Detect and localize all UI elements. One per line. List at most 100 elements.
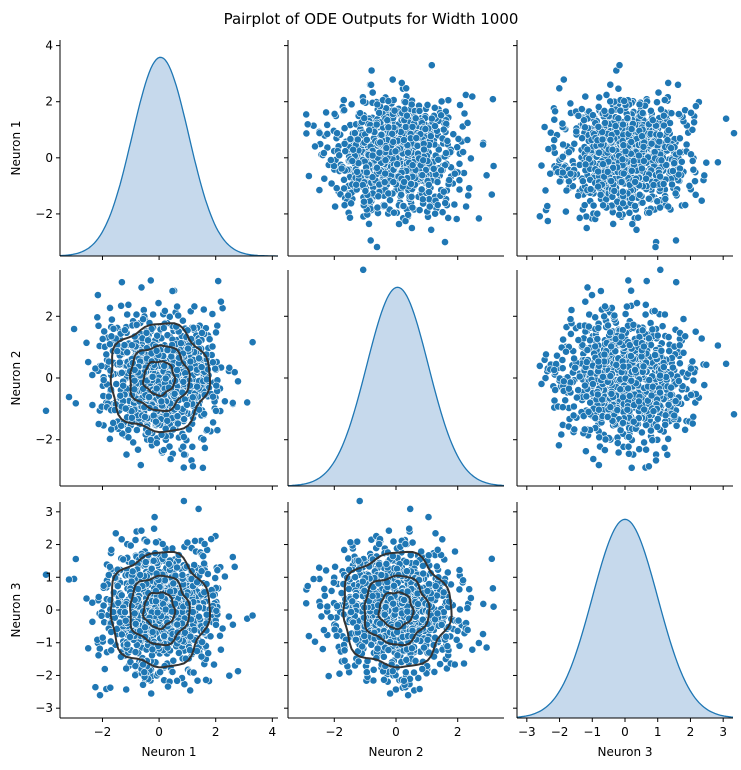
data-point — [418, 171, 427, 180]
data-point — [194, 504, 203, 513]
data-point — [404, 210, 412, 219]
data-point — [151, 417, 160, 426]
data-point — [656, 130, 664, 139]
data-point — [596, 190, 605, 199]
data-point — [94, 420, 103, 428]
data-point — [535, 361, 544, 370]
data-point — [697, 334, 706, 343]
data-point — [248, 338, 257, 347]
data-point — [108, 315, 116, 324]
data-point — [581, 92, 590, 101]
data-point — [714, 158, 722, 167]
data-point — [607, 389, 616, 398]
data-point — [566, 169, 575, 178]
data-point — [610, 186, 619, 195]
data-point — [681, 425, 689, 434]
data-point — [593, 209, 602, 218]
data-point — [620, 97, 629, 105]
data-point — [650, 306, 659, 315]
data-point — [362, 168, 371, 177]
data-point — [647, 426, 655, 435]
data-point — [84, 358, 93, 366]
data-point — [583, 145, 592, 154]
data-point — [347, 199, 355, 208]
data-point — [400, 177, 408, 186]
data-point — [642, 174, 650, 183]
data-point — [188, 462, 197, 471]
data-point — [667, 144, 675, 152]
data-point — [198, 328, 206, 337]
data-point — [656, 388, 664, 397]
data-point — [182, 400, 191, 409]
data-point — [42, 406, 50, 415]
data-point — [580, 425, 589, 434]
data-point — [603, 412, 612, 421]
data-point — [642, 445, 650, 454]
data-point — [404, 148, 412, 157]
data-point — [431, 209, 439, 218]
data-point — [339, 96, 348, 104]
data-point — [627, 286, 635, 295]
data-point — [639, 142, 648, 151]
data-point — [559, 140, 567, 149]
data-point — [624, 442, 633, 451]
data-point — [625, 341, 634, 350]
data-point — [202, 676, 210, 684]
panel-neuron-1-vs-neuron-2 — [284, 40, 504, 274]
data-point — [173, 419, 182, 428]
data-point — [431, 122, 439, 130]
data-point — [197, 363, 206, 371]
data-point — [389, 178, 398, 186]
data-point — [461, 91, 470, 99]
data-point — [65, 575, 73, 584]
data-point — [91, 683, 100, 692]
data-point — [131, 671, 140, 680]
data-point — [645, 334, 653, 343]
data-point — [586, 369, 595, 377]
data-point — [359, 265, 368, 274]
data-point — [656, 172, 664, 181]
data-point — [168, 287, 177, 295]
data-point — [179, 497, 188, 505]
data-point — [132, 310, 141, 319]
data-point — [546, 169, 555, 178]
data-point — [535, 212, 544, 221]
data-point — [304, 172, 313, 180]
data-point — [562, 347, 570, 356]
data-point — [100, 327, 109, 336]
data-point — [159, 324, 168, 332]
data-point — [619, 199, 627, 208]
data-point — [558, 152, 567, 161]
data-point — [455, 176, 464, 185]
data-point — [99, 376, 108, 384]
data-point — [641, 300, 650, 309]
data-point — [635, 151, 643, 160]
data-point — [109, 418, 118, 427]
data-point — [195, 612, 203, 621]
data-point — [645, 462, 653, 471]
data-point — [667, 383, 675, 392]
data-point — [558, 356, 567, 364]
data-point — [340, 175, 348, 184]
data-point — [661, 310, 669, 319]
data-point — [212, 406, 220, 415]
data-point — [216, 631, 224, 640]
data-point — [474, 214, 483, 223]
y-tick-label: 4 — [45, 39, 53, 53]
data-point — [595, 461, 603, 469]
data-point — [353, 135, 362, 144]
data-point — [333, 129, 341, 138]
data-point — [489, 162, 498, 170]
data-point — [99, 601, 108, 610]
data-point — [415, 107, 424, 115]
data-point — [418, 195, 427, 204]
data-point — [367, 66, 376, 75]
data-point — [625, 208, 634, 217]
data-point — [193, 676, 202, 685]
data-point — [558, 119, 567, 128]
data-point — [609, 219, 618, 228]
data-point — [407, 224, 416, 232]
data-point — [579, 177, 587, 186]
data-point — [323, 121, 332, 129]
data-point — [427, 61, 436, 70]
